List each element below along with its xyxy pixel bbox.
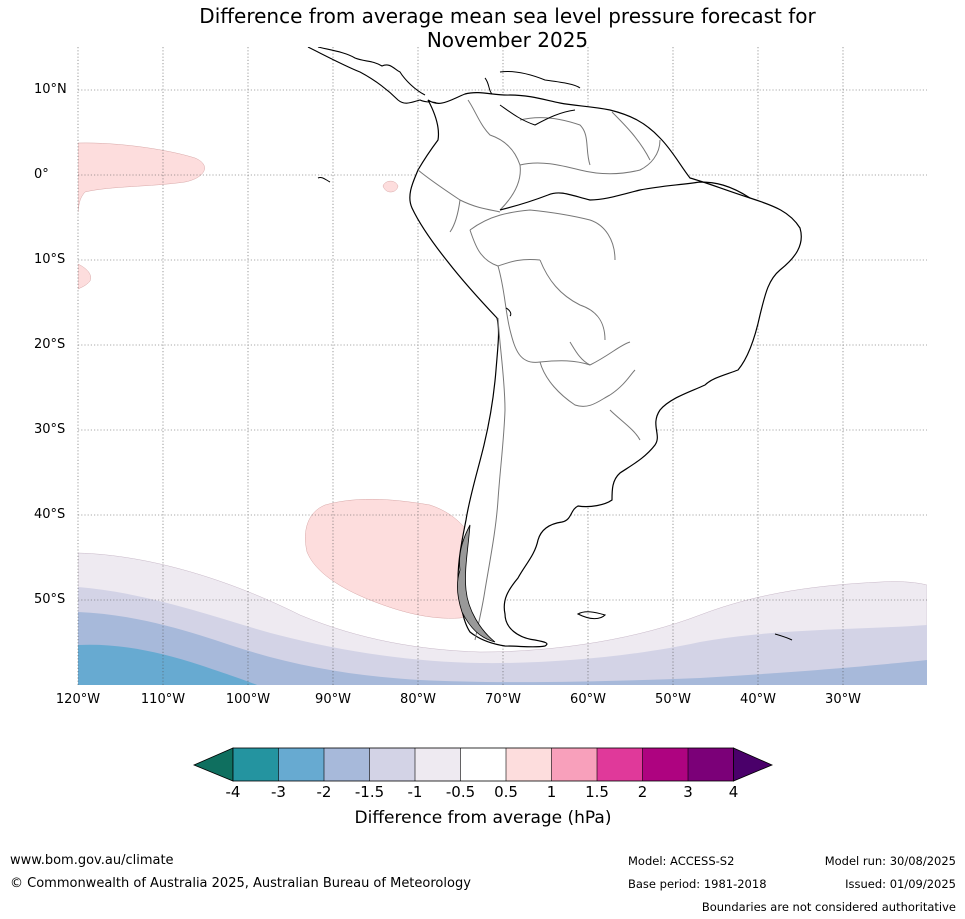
- lat-label: 40°S: [34, 507, 66, 522]
- colorbar-segment: [415, 748, 461, 781]
- colorbar-tick-label: -1.5: [354, 783, 385, 801]
- lon-label: 50°W: [655, 692, 691, 707]
- lon-label: 120°W: [55, 692, 101, 707]
- colorbar-tick-label: 2: [637, 783, 648, 801]
- lat-label: 50°S: [34, 592, 66, 607]
- south-georgia: [774, 633, 793, 641]
- colorbar-segment: [551, 748, 597, 781]
- anomaly-positive-west-edge: [78, 263, 91, 290]
- copyright-text: © Commonwealth of Australia 2025, Austra…: [10, 876, 471, 891]
- colorbar-segment: [278, 748, 324, 781]
- lon-label: 100°W: [225, 692, 271, 707]
- map-title: Difference from average mean sea level p…: [0, 4, 965, 52]
- country-boundaries: [417, 99, 661, 641]
- colorbar-segment: [233, 748, 279, 781]
- colorbar-tick-label: 1: [546, 783, 557, 801]
- model-name: Model: ACCESS-S2: [628, 854, 735, 868]
- lat-label: 20°S: [34, 337, 66, 352]
- graticule: [77, 47, 927, 685]
- colorbar-tick-label: 1.5: [585, 783, 609, 801]
- anomaly-band-minus-2: [78, 644, 258, 685]
- colorbar-tick-label: 3: [683, 783, 693, 801]
- falkland-islands: [576, 611, 607, 620]
- anomaly-band-minus-1.5: [78, 612, 927, 685]
- lon-label: 60°W: [570, 692, 606, 707]
- lon-label: 80°W: [400, 692, 436, 707]
- model-run-date: Model run: 30/08/2025: [824, 854, 956, 868]
- lon-label: 90°W: [315, 692, 351, 707]
- issued-date: Issued: 01/09/2025: [845, 877, 956, 891]
- south-america-coastline: [409, 92, 802, 648]
- anomaly-band-minus-1: [78, 587, 927, 685]
- base-period: Base period: 1981-2018: [628, 877, 767, 891]
- galapagos-islands: [317, 177, 331, 183]
- lat-label: 30°S: [34, 422, 66, 437]
- colorbar-segment: [369, 748, 415, 781]
- lat-label: 10°N: [34, 82, 67, 97]
- colorbar-segment: [688, 748, 734, 781]
- lon-label: 70°W: [485, 692, 521, 707]
- lake-titicaca: [505, 307, 512, 317]
- colorbar-segment: [324, 748, 370, 781]
- anomaly-positive-equator-patch: [382, 180, 399, 193]
- colorbar-segment: [642, 748, 688, 781]
- colorbar-tick-label: -3: [271, 783, 286, 801]
- colorbar-segment: [506, 748, 552, 781]
- lon-label: 110°W: [140, 692, 186, 707]
- orinoco-river: [499, 104, 576, 126]
- colorbar-segment: [460, 748, 506, 781]
- lat-label: 0°: [34, 167, 49, 182]
- colorbar-tick-label: 0.5: [494, 783, 518, 801]
- chilean-fjords: [456, 524, 496, 643]
- central-america-coastline: [307, 47, 441, 106]
- boundary-disclaimer: Boundaries are not considered authoritat…: [701, 900, 956, 914]
- website-link[interactable]: www.bom.gov.au/climate: [10, 853, 174, 868]
- map-title-line2: November 2025: [426, 28, 589, 52]
- lat-label: 10°S: [34, 252, 66, 267]
- colorbar: [192, 747, 774, 782]
- map-title-line1: Difference from average mean sea level p…: [199, 4, 816, 28]
- colorbar-tick-label: 4: [728, 783, 739, 801]
- colorbar-label: Difference from average (hPa): [354, 808, 612, 828]
- amazon-river: [499, 181, 751, 211]
- anomaly-positive-east-pacific: [78, 142, 205, 213]
- colorbar-segment: [597, 748, 643, 781]
- lon-label: 40°W: [740, 692, 776, 707]
- caribbean-island-1: [499, 71, 581, 89]
- lon-label: 30°W: [825, 692, 861, 707]
- colorbar-tick-label: -1: [407, 783, 423, 801]
- map-panel: [78, 142, 927, 685]
- colorbar-arrow-high: [733, 747, 774, 782]
- colorbar-tick-label: -0.5: [445, 783, 476, 801]
- colorbar-arrow-low: [192, 747, 234, 782]
- colorbar-tick-label: -4: [225, 783, 241, 801]
- colorbar-tick-label: -2: [316, 783, 332, 801]
